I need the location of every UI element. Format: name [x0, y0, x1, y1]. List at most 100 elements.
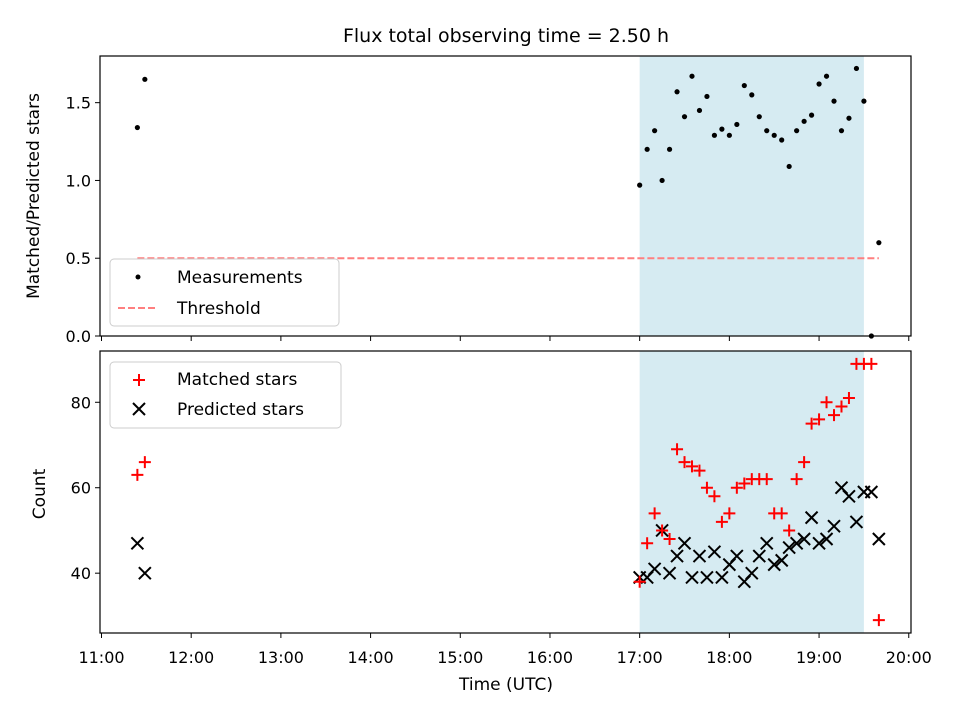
predicted-point [849, 515, 864, 529]
x-tick-label: 15:00 [437, 648, 483, 667]
predicted-point [812, 536, 826, 550]
legend-matched-marker [133, 374, 145, 386]
bottom-axes-frame [99, 350, 912, 634]
top-y-axis: 0.0 0.5 1.0 1.5 [66, 94, 100, 346]
matched-point [685, 460, 698, 473]
predicted-point [804, 510, 819, 525]
measurement-point [674, 89, 680, 95]
measurement-point [659, 177, 665, 184]
matched-point [663, 533, 676, 545]
measurement-point [704, 93, 710, 100]
chart-title: Flux total observing time = 2.50 h [343, 25, 669, 47]
matched-point [641, 537, 654, 550]
measurement-point [719, 126, 725, 132]
matched-point [775, 507, 788, 520]
predicted-point [700, 570, 714, 585]
predicted-point [138, 566, 152, 580]
top-y-tick-label: 0.5 [66, 249, 91, 268]
measurement-point [838, 128, 845, 134]
matched-point [633, 575, 646, 588]
matched-point [760, 473, 773, 486]
predicted-point [752, 549, 766, 563]
bottom-panel: 40 60 80 11:00 12:00 13:00 14:00 15:00 16:00 17:… [30, 350, 932, 695]
predicted-point [872, 532, 886, 546]
top-plot-area [134, 65, 882, 339]
measurement-point [652, 128, 658, 134]
predicted-point [707, 545, 722, 559]
measurement-point [134, 124, 140, 131]
measurement-point [853, 65, 860, 72]
predicted-point [797, 532, 811, 546]
bottom-legend: Matched stars Predicted stars [109, 361, 342, 429]
measurement-point [689, 73, 695, 79]
predicted-point [760, 536, 774, 550]
matched-point [842, 392, 855, 404]
matched-point [700, 481, 713, 494]
measurement-point [734, 121, 740, 128]
matched-point [730, 481, 743, 494]
matched-point [798, 456, 811, 469]
bottom-y-axis: 40 60 80 [71, 393, 100, 583]
predicted-point [842, 489, 856, 503]
matched-point [820, 396, 833, 409]
x-tick-label: 14:00 [348, 648, 394, 667]
predicted-point [767, 557, 781, 572]
x-tick-label: 19:00 [796, 648, 842, 667]
top-y-tick-label: 1.0 [66, 171, 91, 190]
bottom-y-axis-label: Count [30, 468, 50, 519]
predicted-point [715, 570, 729, 585]
predicted-point [670, 549, 684, 563]
matched-point [648, 507, 661, 520]
predicted-point [774, 553, 789, 568]
legend-measurements-marker [135, 274, 141, 280]
measurement-point [794, 128, 800, 134]
bottom-plot-area [130, 357, 886, 627]
bottom-highlight-band [639, 351, 864, 633]
predicted-point [730, 549, 744, 563]
measurement-point [808, 112, 815, 118]
measurement-point [801, 118, 807, 124]
matched-point [723, 507, 736, 520]
predicted-point [685, 570, 699, 585]
bottom-y-tick-label: 80 [71, 393, 91, 412]
x-tick-label: 16:00 [527, 648, 573, 667]
bottom-legend-box [109, 361, 342, 429]
top-y-axis-label: Matched/Predicted stars [24, 93, 44, 299]
top-highlight-band [639, 56, 864, 336]
measurement-point [749, 92, 755, 98]
measurement-point [786, 163, 792, 170]
measurement-point [696, 107, 703, 114]
predicted-point [782, 540, 796, 555]
matched-point [738, 477, 751, 490]
top-panel: 0.0 0.5 1.0 1.5 Matched/Predicted stars Mea… [24, 55, 912, 346]
measurement-point [816, 81, 822, 87]
matched-point [872, 614, 885, 627]
x-tick-label: 12:00 [168, 648, 214, 667]
bottom-y-tick-label: 40 [71, 564, 91, 583]
x-tick-label: 17:00 [617, 648, 663, 667]
measurement-point [711, 132, 718, 138]
top-y-tick-label: 1.5 [66, 94, 91, 113]
top-x-ticks [100, 336, 910, 341]
x-tick-label: 13:00 [258, 648, 304, 667]
top-legend-box [109, 258, 340, 327]
measurement-point [861, 98, 867, 104]
legend-measurements-label: Measurements [177, 268, 303, 288]
measurement-point [741, 82, 747, 89]
predicted-point [662, 566, 677, 580]
top-y-tick-label: 0.0 [66, 327, 91, 346]
top-legend: Measurements Threshold [109, 258, 340, 327]
matched-point [813, 413, 826, 426]
matched-point [783, 524, 796, 537]
legend-matched-label: Matched stars [177, 370, 297, 390]
measurement-point [681, 114, 688, 120]
x-tick-label: 20:00 [886, 648, 932, 667]
matched-point [715, 515, 728, 528]
bottom-x-axis: 11:00 12:00 13:00 14:00 15:00 16:00 17:00 18:00… [78, 633, 932, 667]
measurement-point [666, 146, 673, 152]
matched-point [131, 468, 144, 481]
predicted-point [745, 566, 759, 580]
measurement-point [726, 132, 732, 138]
matched-point [835, 400, 848, 413]
